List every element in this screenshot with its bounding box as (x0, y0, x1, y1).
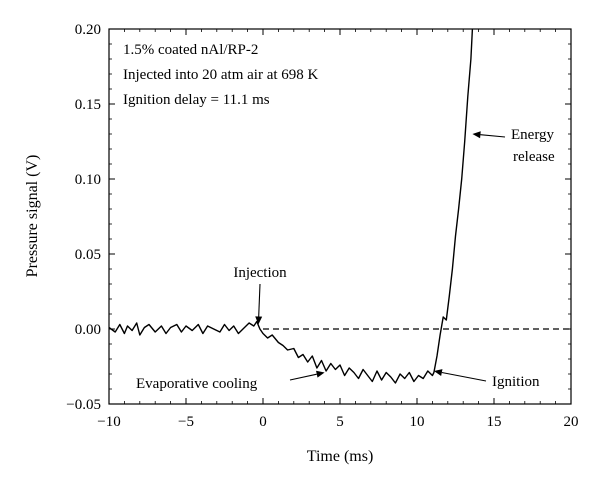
ignition-label: Ignition (492, 374, 540, 390)
energy-release-label-line-1: Energy (511, 127, 555, 143)
energy-release-arrow-line (480, 134, 506, 138)
x-tick-label: 0 (259, 414, 267, 430)
x-tick-label: 20 (564, 414, 579, 430)
x-tick-label: −10 (97, 414, 120, 430)
evaporative-cooling-arrow-line (289, 373, 317, 381)
injection-arrow-head (255, 316, 263, 325)
x-tick-label: 5 (336, 414, 344, 430)
injection-label: Injection (233, 265, 287, 281)
y-tick-label: 0.20 (75, 22, 101, 38)
x-tick-labels: −10 −5 0 5 10 15 20 (97, 414, 578, 430)
y-axis-title: Pressure signal (V) (24, 155, 41, 278)
energy-release-label-line-2: release (513, 149, 555, 165)
x-tick-label: 10 (410, 414, 425, 430)
injection-arrow-line (258, 283, 261, 317)
y-tick-label: 0.00 (75, 322, 101, 338)
plot-area (108, 28, 572, 405)
evaporative-cooling-label: Evaporative cooling (136, 376, 258, 392)
y-tick-label: −0.05 (66, 397, 101, 413)
y-tick-label: 0.15 (75, 97, 101, 113)
plot-frame (108, 28, 572, 405)
energy-release-arrow-head (472, 131, 481, 139)
y-tick-label: 0.10 (75, 172, 101, 188)
x-axis-title: Time (ms) (307, 448, 374, 465)
x-tick-label: −5 (178, 414, 194, 430)
series-group (108, 28, 474, 384)
info-text-line-2: Injected into 20 atm air at 698 K (123, 67, 319, 83)
info-text-line-1: 1.5% coated nAl/RP-2 (123, 42, 258, 58)
axis-ticks (108, 28, 572, 405)
evaporative-cooling-arrow-head (316, 370, 325, 378)
x-tick-label: 15 (487, 414, 502, 430)
ignition-arrow-head (433, 369, 443, 376)
info-text-line-3: Ignition delay = 11.1 ms (123, 92, 270, 108)
y-tick-label: 0.05 (75, 247, 101, 263)
annotation-group: Injection Evaporative cooling Ignition Ener… (136, 127, 555, 392)
y-tick-labels: −0.05 0.00 0.05 0.10 0.15 0.20 (66, 22, 101, 413)
ignition-arrow-line (441, 371, 487, 382)
pressure-trace-line (108, 28, 474, 384)
